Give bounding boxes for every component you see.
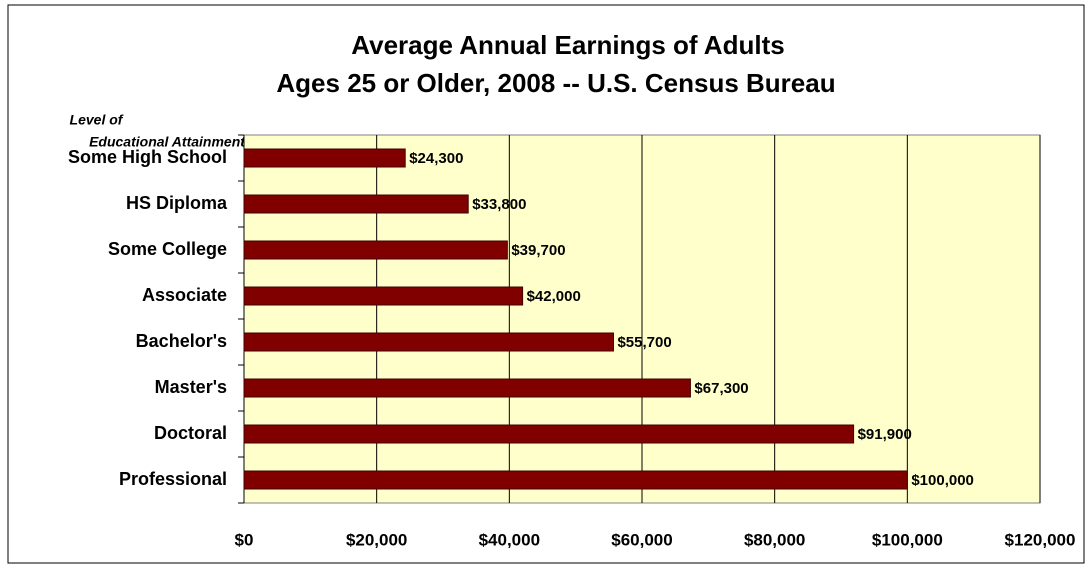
data-label: $24,300 <box>409 150 463 167</box>
y-tick-label: Professional <box>119 469 227 489</box>
data-label: $55,700 <box>617 334 671 351</box>
data-label: $39,700 <box>511 242 565 259</box>
data-label: $33,800 <box>472 196 526 213</box>
x-tick-label: $0 <box>235 530 254 549</box>
data-label: $67,300 <box>694 380 748 397</box>
y-tick-label: HS Diploma <box>126 193 228 213</box>
bar <box>243 148 406 168</box>
x-tick-label: $80,000 <box>744 530 805 549</box>
bar <box>243 378 691 398</box>
bar <box>243 424 855 444</box>
y-tick-label: Bachelor's <box>136 331 227 351</box>
y-tick-label: Some College <box>108 239 227 259</box>
x-tick-label: $100,000 <box>872 530 943 549</box>
bar <box>243 332 614 352</box>
y-tick-label: Associate <box>142 285 227 305</box>
y-tick-label: Some High School <box>68 147 227 167</box>
x-tick-label: $20,000 <box>346 530 407 549</box>
x-tick-label: $60,000 <box>611 530 672 549</box>
data-label: $100,000 <box>911 472 974 489</box>
y-tick-label: Master's <box>155 377 227 397</box>
data-label: $91,900 <box>858 426 912 443</box>
bar <box>243 194 469 214</box>
chart-title: Ages 25 or Older, 2008 -- U.S. Census Bu… <box>276 68 835 98</box>
y-axis-label: Educational Attainment <box>89 134 246 150</box>
bar <box>243 470 908 490</box>
y-tick-label: Doctoral <box>154 423 227 443</box>
bar <box>243 286 524 306</box>
x-tick-label: $120,000 <box>1005 530 1076 549</box>
bar <box>243 240 508 260</box>
data-label: $42,000 <box>527 288 581 305</box>
x-tick-label: $40,000 <box>479 530 540 549</box>
y-axis-label: Level of <box>70 112 124 128</box>
chart-title: Average Annual Earnings of Adults <box>351 30 784 60</box>
